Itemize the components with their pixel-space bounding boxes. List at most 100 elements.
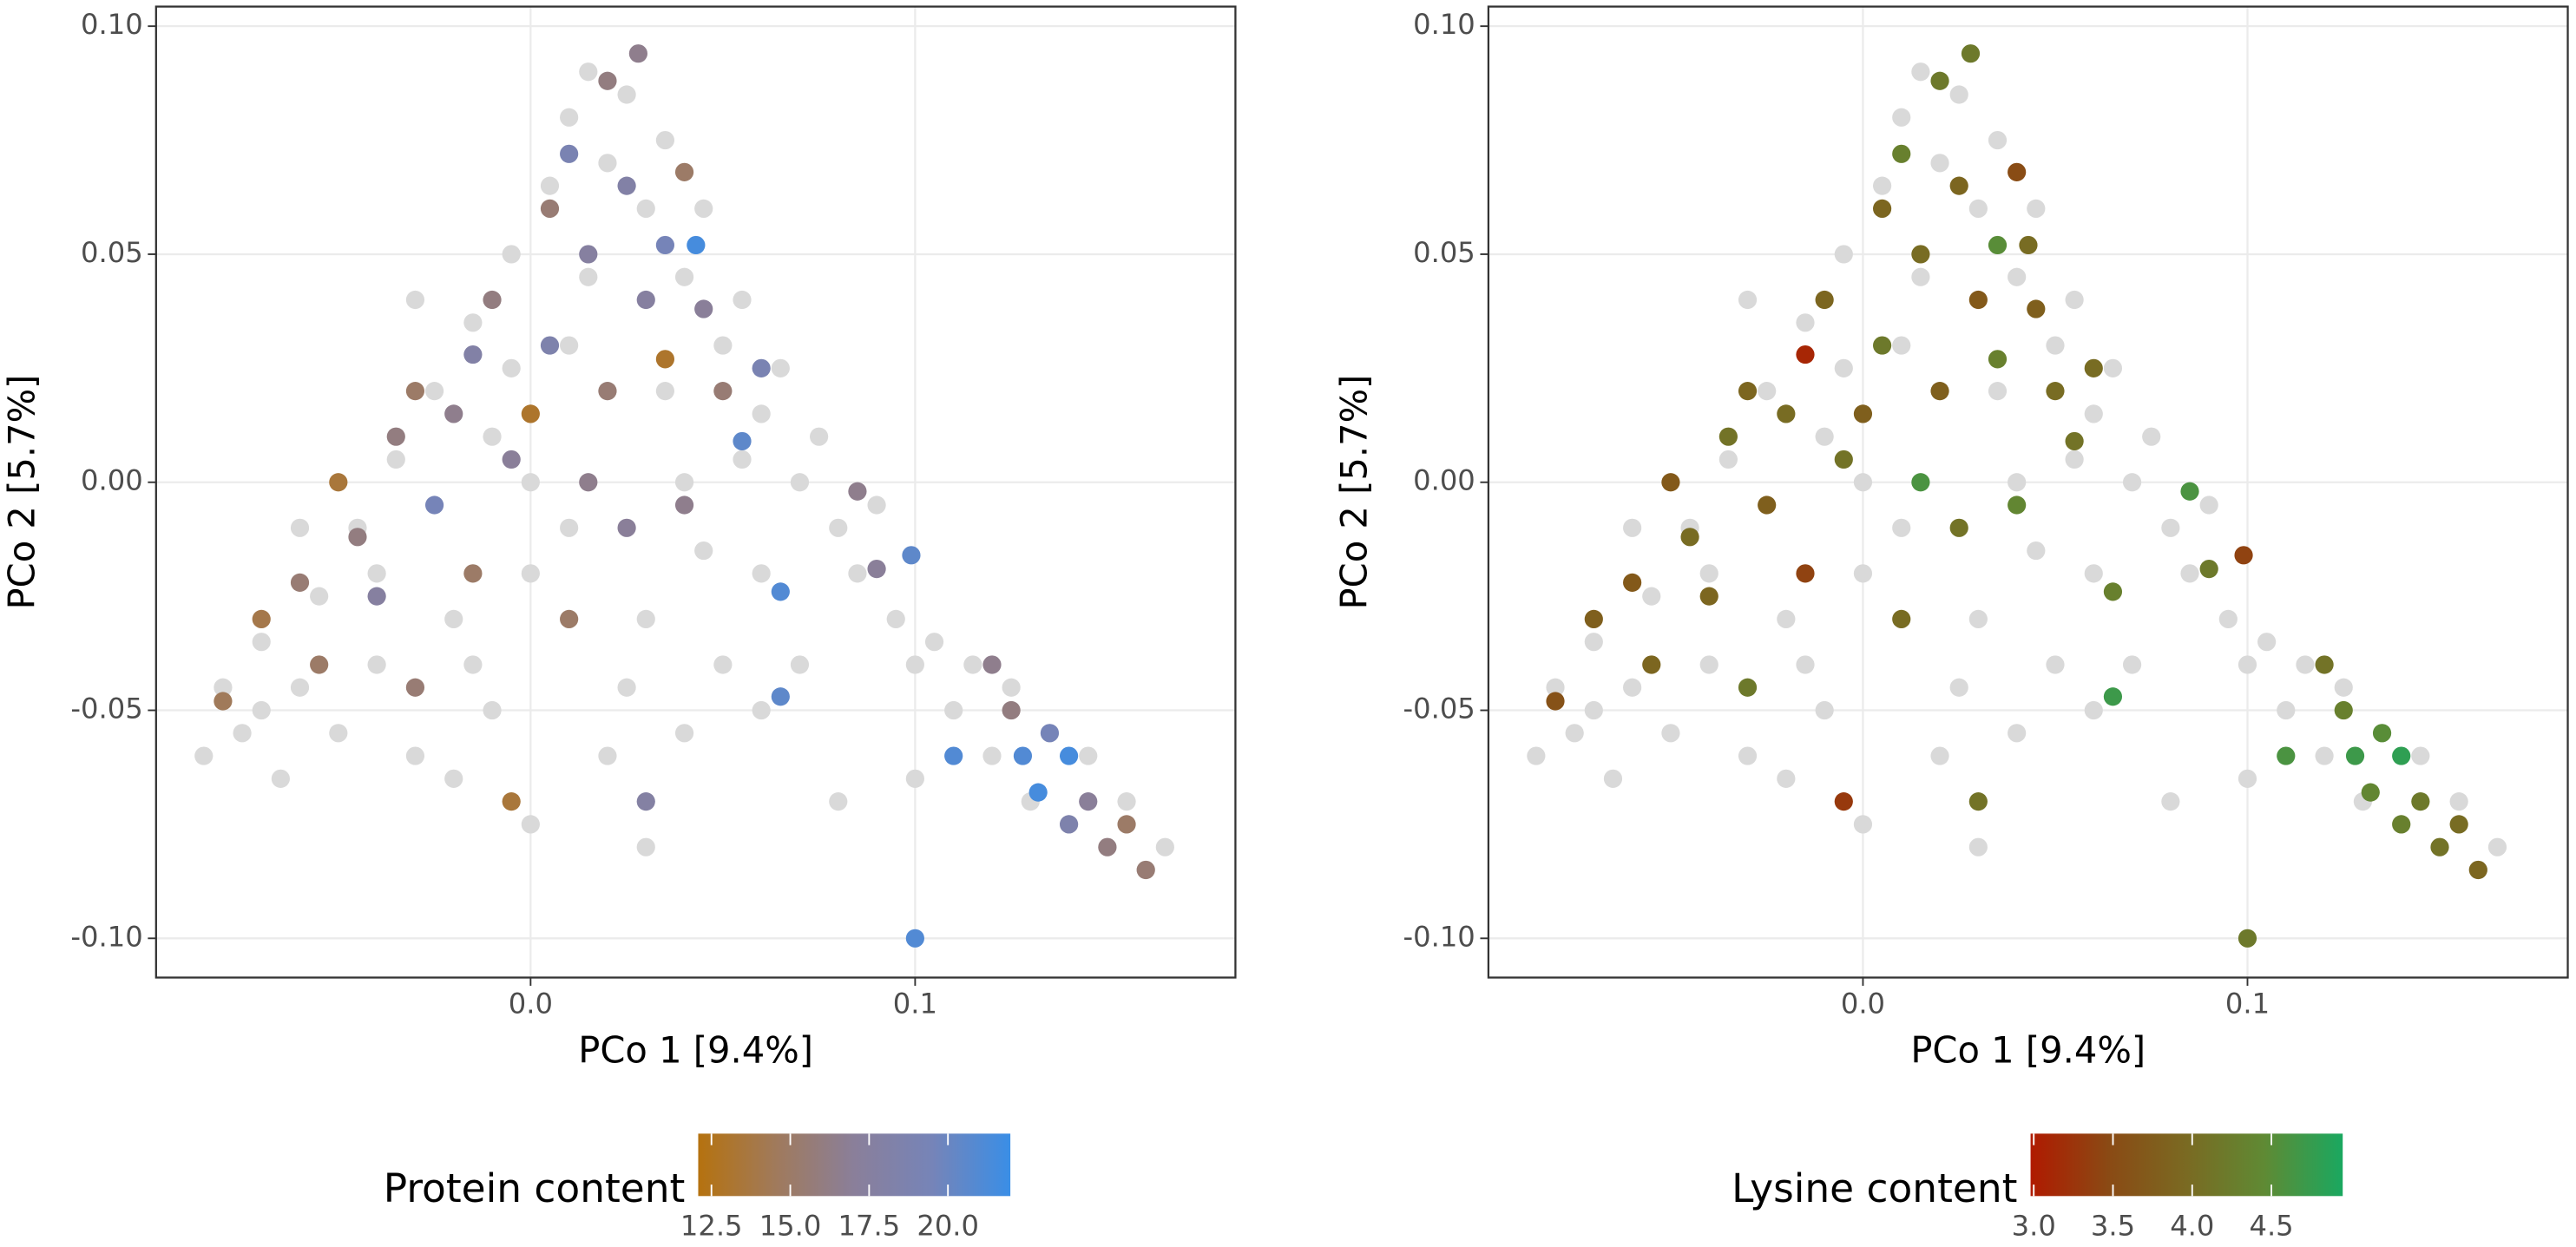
colored-point	[2046, 382, 2065, 401]
background-point	[2296, 655, 2315, 674]
background-point	[733, 450, 752, 469]
colored-point	[290, 573, 310, 592]
background-point	[1661, 724, 1680, 743]
background-point	[636, 837, 655, 856]
background-point	[636, 609, 655, 629]
colored-point	[674, 496, 694, 515]
colored-point	[1718, 427, 1738, 446]
background-point	[1815, 700, 1834, 720]
background-point	[405, 746, 425, 765]
colorbar-tick-label: 4.5	[2249, 1209, 2293, 1242]
colored-point	[2103, 582, 2123, 601]
colored-point	[2345, 746, 2365, 765]
colorbar-tick-label: 20.0	[917, 1209, 979, 1242]
background-point	[867, 496, 886, 515]
background-point	[694, 199, 713, 219]
y-tick-label: -0.10	[70, 920, 142, 953]
y-tick-label: 0.05	[1413, 236, 1475, 269]
background-point	[829, 518, 848, 537]
colored-point	[944, 746, 963, 765]
background-point	[2277, 700, 2296, 720]
colored-point	[598, 71, 617, 90]
background-point	[2315, 746, 2334, 765]
colored-point	[579, 473, 598, 492]
colored-point	[628, 44, 647, 63]
background-point	[1777, 769, 1796, 788]
x-tick-label: 0.1	[2225, 988, 2270, 1021]
background-point	[329, 724, 348, 743]
colored-point	[1949, 176, 1968, 195]
colored-point	[1117, 815, 1136, 834]
colored-point	[1834, 792, 1853, 811]
background-point	[1699, 564, 1718, 583]
background-point	[617, 678, 636, 697]
colorbar-tick-label: 3.0	[2012, 1209, 2056, 1242]
colored-point	[1661, 473, 1680, 492]
colored-point	[1834, 450, 1853, 469]
background-point	[463, 655, 483, 674]
colored-point	[1961, 44, 1981, 63]
colored-point	[752, 358, 771, 377]
background-point	[752, 700, 771, 720]
background-point	[1002, 678, 1021, 697]
background-point	[1853, 473, 1873, 492]
colored-point	[310, 655, 329, 674]
colored-point	[1988, 235, 2008, 255]
colored-point	[521, 404, 540, 423]
background-point	[521, 815, 540, 834]
background-point	[463, 313, 483, 332]
background-point	[2449, 792, 2468, 811]
y-tick-label: 0.05	[81, 236, 143, 269]
background-point	[579, 62, 598, 82]
background-point	[1949, 85, 1968, 104]
background-point	[252, 633, 271, 652]
background-point	[886, 609, 905, 629]
colored-point	[348, 528, 367, 547]
background-point	[713, 655, 733, 674]
colored-point	[2430, 837, 2449, 856]
colored-point	[1796, 345, 1815, 364]
y-tick-label: 0.00	[1413, 464, 1475, 497]
colored-point	[252, 609, 271, 629]
background-point	[655, 130, 675, 150]
background-point	[829, 792, 848, 811]
background-point	[1546, 678, 1565, 697]
background-point	[2161, 518, 2180, 537]
colored-point	[1059, 815, 1079, 834]
background-point	[2027, 541, 2046, 561]
colored-point	[444, 404, 463, 423]
background-point	[1527, 746, 1546, 765]
background-point	[1699, 655, 1718, 674]
background-point	[2122, 473, 2142, 492]
colored-point	[2180, 482, 2199, 501]
background-point	[367, 564, 386, 583]
background-point	[1911, 267, 1930, 286]
background-point	[2180, 564, 2199, 583]
background-point	[560, 518, 579, 537]
colored-point	[1136, 860, 1155, 880]
background-point	[1623, 518, 1642, 537]
colored-point	[1059, 746, 1079, 765]
background-point	[2218, 609, 2238, 629]
colored-point	[694, 299, 713, 318]
colored-point	[713, 382, 733, 401]
background-point	[1603, 769, 1623, 788]
colored-point	[733, 431, 752, 451]
x-axis-title: PCo 1 [9.4%]	[1910, 1029, 2146, 1072]
colored-point	[1584, 609, 1603, 629]
y-tick-label: -0.05	[1403, 692, 1475, 725]
background-point	[752, 404, 771, 423]
background-point	[444, 609, 463, 629]
background-point	[2199, 496, 2218, 515]
background-point	[2084, 700, 2103, 720]
background-point	[598, 154, 617, 173]
background-point	[1079, 746, 1098, 765]
colored-point	[2019, 235, 2038, 255]
colored-point	[1911, 245, 1930, 264]
colored-point	[1738, 382, 1758, 401]
background-point	[694, 541, 713, 561]
background-point	[1834, 358, 1853, 377]
colored-point	[1758, 496, 1777, 515]
colored-point	[1988, 350, 2008, 369]
